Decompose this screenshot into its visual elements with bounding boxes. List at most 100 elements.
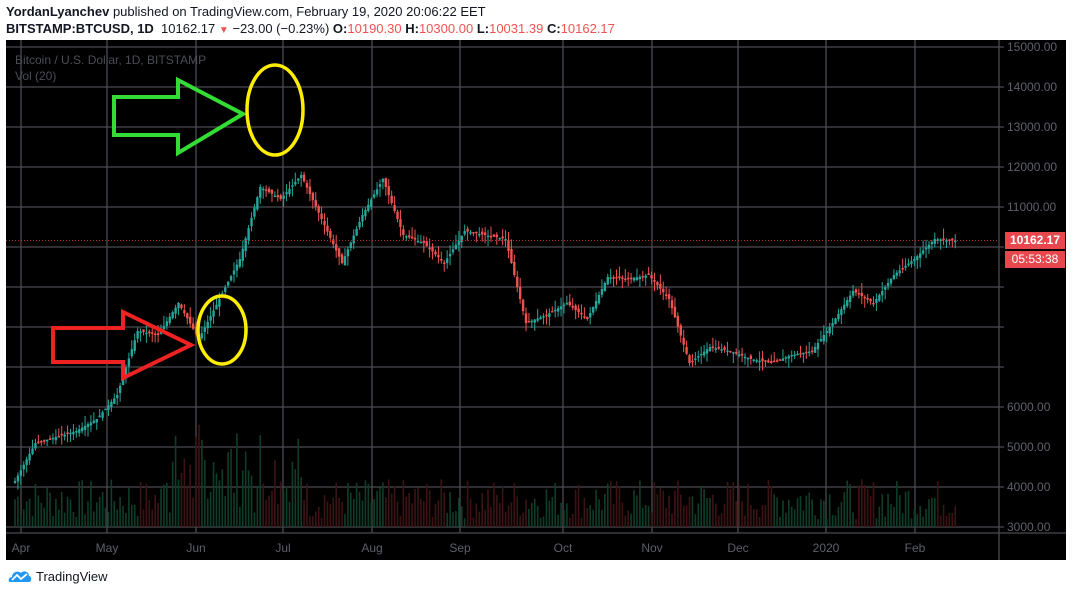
- candle-body: [580, 312, 583, 315]
- candle-body: [80, 427, 84, 432]
- candle-body: [405, 236, 408, 238]
- volume-bar: [72, 511, 75, 527]
- candle-body: [483, 232, 487, 235]
- volume-bar: [498, 503, 501, 527]
- volume-bar: [843, 492, 846, 527]
- candle-body: [142, 329, 145, 333]
- volume-bar: [163, 484, 165, 527]
- candle-body: [808, 351, 811, 354]
- volume-bar: [574, 489, 577, 527]
- candle-body: [372, 194, 376, 198]
- y-axis-label: 14000.00: [1007, 80, 1057, 94]
- volume-bar: [390, 493, 393, 527]
- volume-bar: [928, 499, 930, 527]
- candle-body: [697, 356, 700, 358]
- volume-bar: [131, 504, 133, 527]
- volume-bar: [475, 503, 478, 527]
- brand-label: TradingView: [36, 568, 108, 584]
- candlestick-plot[interactable]: Apr May Jun Jul Aug Sep Oct Nov Dec 2020 Feb 3000.0…: [6, 40, 1066, 560]
- candle-body: [273, 195, 277, 198]
- candle-body: [259, 187, 262, 198]
- candle-body: [346, 249, 350, 257]
- candle-body: [708, 347, 712, 352]
- candle-body: [262, 188, 265, 191]
- volume-bar: [104, 507, 107, 527]
- volume-bar: [939, 515, 942, 527]
- y-axis-label: 13000.00: [1007, 120, 1057, 134]
- volume-bar: [595, 489, 597, 527]
- price-chart[interactable]: Apr May Jun Jul Aug Sep Oct Nov Dec 2020 Feb 3000.0…: [6, 40, 1066, 560]
- candle-body: [457, 240, 461, 245]
- candle-body: [527, 321, 531, 323]
- x-axis-label: Aug: [361, 541, 382, 555]
- volume-bar: [373, 499, 375, 527]
- volume-bar: [466, 480, 469, 527]
- candle-body: [486, 235, 490, 238]
- candle-body: [869, 299, 872, 302]
- volume-bar: [510, 502, 513, 527]
- candle-body: [615, 277, 618, 279]
- volume-bar: [198, 424, 200, 527]
- volume-bar: [925, 508, 927, 527]
- volume-bar: [329, 503, 332, 527]
- candle-body: [863, 296, 866, 299]
- candle-body: [448, 253, 452, 257]
- volume-bar: [697, 503, 700, 527]
- candle-body: [901, 268, 904, 270]
- volume-bar: [703, 489, 705, 527]
- volume-bar: [469, 498, 472, 527]
- candle-body: [133, 340, 136, 351]
- volume-bar: [361, 500, 364, 527]
- candle-body: [702, 351, 706, 356]
- candle-body: [78, 429, 81, 433]
- volume-bar: [107, 512, 110, 527]
- volume-bar: [910, 518, 913, 527]
- candle-body: [378, 184, 382, 187]
- volume-bar: [40, 502, 43, 527]
- volume-bar: [618, 486, 621, 527]
- volume-bar: [890, 504, 892, 527]
- candle-body: [939, 239, 942, 241]
- volume-bar: [627, 510, 629, 527]
- candle-body: [930, 241, 934, 245]
- red-arrow-annotation: [51, 308, 196, 382]
- volume-bar: [446, 512, 448, 527]
- candle-body: [288, 188, 291, 195]
- candle-body: [498, 237, 501, 240]
- volume-bar: [715, 503, 717, 527]
- candle-body: [530, 320, 534, 323]
- volume-bar: [271, 490, 273, 527]
- low-label: L:: [476, 21, 490, 36]
- volume-bar: [320, 517, 323, 527]
- tradingview-cloud-icon: [8, 571, 32, 582]
- candle-body: [370, 199, 373, 207]
- candle-body: [118, 385, 122, 393]
- candle-body: [533, 319, 536, 323]
- author-name[interactable]: YordanLyanchev: [6, 4, 110, 19]
- volume-bar: [119, 497, 121, 527]
- volume-bar: [916, 514, 919, 527]
- candle-body: [848, 295, 852, 302]
- tradingview-brand[interactable]: TradingView: [8, 568, 108, 584]
- volume-bar: [46, 487, 48, 527]
- volume-bar: [215, 473, 218, 527]
- volume-bar: [236, 433, 238, 527]
- volume-bar: [142, 509, 145, 527]
- candle-body: [451, 249, 455, 253]
- candle-body: [644, 275, 647, 278]
- volume-bar: [808, 492, 811, 527]
- volume-bar: [221, 469, 224, 527]
- candle-body: [641, 275, 644, 278]
- candle-body: [235, 264, 239, 271]
- candle-body: [846, 300, 849, 307]
- volume-bar: [522, 512, 524, 527]
- candle-body: [165, 321, 169, 327]
- candle-body: [886, 283, 890, 287]
- candle-body: [726, 350, 729, 352]
- volume-bar: [405, 496, 408, 527]
- candle-body: [54, 437, 58, 441]
- volume-bar: [358, 491, 361, 527]
- candle-body: [381, 179, 385, 183]
- candle-body: [399, 218, 402, 227]
- candle-body: [28, 453, 31, 461]
